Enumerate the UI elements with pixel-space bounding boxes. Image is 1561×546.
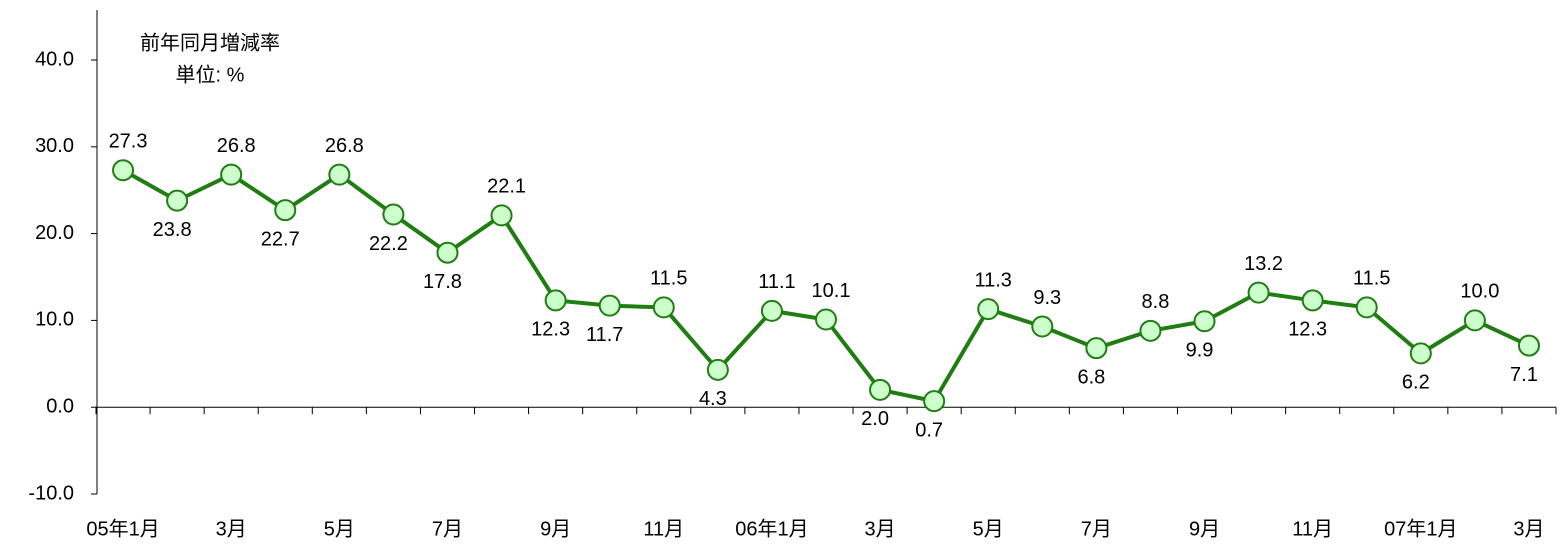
annotation: 前年同月増減率 [140,31,280,54]
y-tick-label: 0.0 [46,395,74,417]
annotation: 単位: % [176,63,245,86]
data-label: 9.9 [1186,340,1214,362]
x-tick-label: 06年1月 [735,517,808,540]
data-label: 12.3 [531,319,570,341]
data-point [436,241,459,264]
data-point [1301,289,1324,312]
x-tick-label: 3月 [216,518,247,540]
data-label: 11.5 [650,268,687,290]
data-label: 12.3 [1288,319,1327,341]
data-point [815,308,837,331]
x-tick-label: 11月 [643,518,684,540]
data-label: 13.2 [1244,253,1283,275]
data-point [544,289,567,312]
data-label: 22.1 [487,176,526,198]
data-label: 22.2 [369,233,408,255]
data-point [652,296,675,319]
data-point [1193,310,1216,333]
data-point [382,203,405,226]
data-point [1463,309,1486,332]
data-label: 11.5 [1353,268,1390,290]
data-point [1409,342,1432,365]
data-point [1085,337,1108,360]
data-label: 2.0 [861,408,889,430]
data-point [1139,319,1162,342]
x-tick-label: 5月 [324,518,355,540]
x-tick-label: 3月 [1513,518,1544,540]
x-tick-label: 11月 [1292,518,1333,540]
x-tick-label: 5月 [973,518,1004,540]
data-point [166,189,189,212]
x-tick-label: 9月 [1189,518,1220,540]
y-tick-label: 40.0 [35,48,74,70]
x-tick-label: 9月 [540,518,571,540]
x-tick-label: 05年1月 [86,517,159,540]
data-label: 11.7 [586,324,623,346]
data-label: 26.8 [217,135,256,157]
data-label: 8.8 [1142,291,1170,313]
data-point [1031,315,1054,338]
y-tick-label: 20.0 [35,222,74,244]
data-point [1517,334,1540,357]
data-point [923,390,946,413]
data-label: 27.3 [109,131,148,153]
data-label: 22.7 [261,228,300,250]
data-point [977,298,1000,321]
y-tick-label: -10.0 [28,482,74,504]
data-point [112,159,135,182]
data-point [328,163,351,186]
data-label: 0.7 [915,419,943,441]
data-label: 26.8 [325,135,364,157]
data-label: 23.8 [153,219,192,241]
y-tick-label: 30.0 [35,135,74,157]
data-label: 11.3 [974,269,1011,291]
x-tick-label: 7月 [432,518,463,540]
data-label: 17.8 [423,271,462,293]
data-label: 10.0 [1460,281,1499,303]
data-point [274,199,297,222]
data-point [1355,296,1378,319]
data-point [220,163,243,186]
data-label: 6.8 [1077,366,1105,388]
data-label: 6.2 [1402,372,1430,394]
x-tick-label: 7月 [1081,518,1112,540]
y-tick-label: 10.0 [35,309,74,331]
data-label: 10.1 [812,280,851,302]
data-point [869,378,892,401]
x-tick-label: 3月 [865,518,896,540]
data-point [760,299,783,322]
data-label: 4.3 [699,388,727,410]
data-label: 9.3 [1033,287,1061,309]
data-point [1247,281,1270,304]
data-label: 11.1 [758,271,795,293]
data-point [490,204,513,227]
x-tick-label: 07年1月 [1384,517,1457,540]
data-point [598,294,621,317]
data-point [706,358,729,381]
data-label: 7.1 [1510,364,1538,386]
